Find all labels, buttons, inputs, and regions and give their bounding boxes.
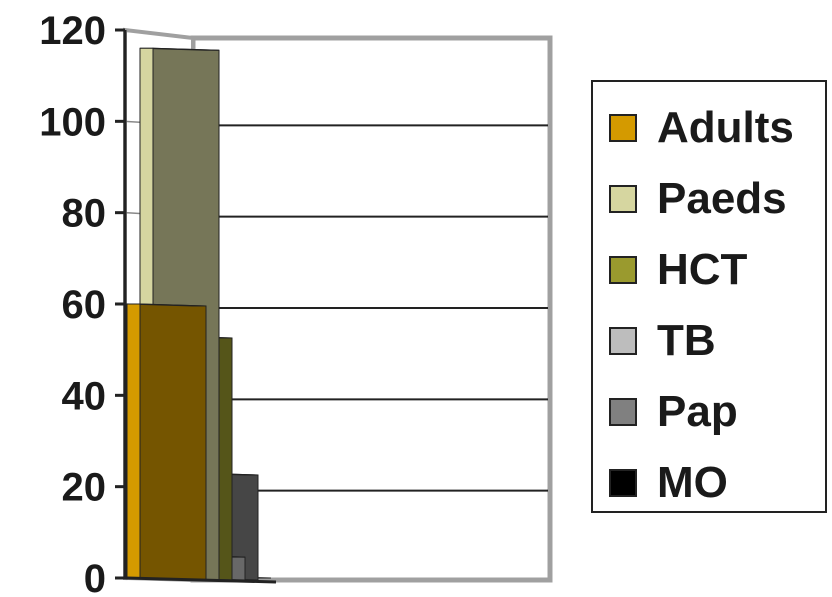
y-axis: 0 20 40 60 80 100 120	[39, 9, 127, 597]
y-tick-label: 100	[39, 100, 106, 144]
legend-item-hct: HCT	[609, 246, 747, 294]
bars	[126, 47, 272, 581]
y-tick-label: 60	[62, 283, 107, 327]
legend-label: Paeds	[657, 174, 787, 223]
legend-swatch	[609, 469, 637, 497]
floor-line	[124, 576, 277, 584]
legend-label: MO	[657, 458, 728, 507]
legend-label: Pap	[657, 387, 738, 436]
legend-swatch	[609, 327, 637, 355]
legend-swatch	[609, 185, 637, 213]
bar-adults	[126, 303, 207, 581]
y-tick-label: 40	[62, 374, 107, 418]
legend-swatch	[609, 256, 637, 284]
plot-floor	[124, 576, 277, 584]
legend-label: Adults	[657, 103, 794, 152]
legend-item-tb: TB	[609, 317, 716, 365]
legend-item-pap: Pap	[609, 388, 738, 436]
legend-item-mo: MO	[609, 459, 728, 507]
legend-label: TB	[657, 316, 716, 365]
y-tick-label: 0	[84, 557, 106, 597]
legend-swatch	[609, 114, 637, 142]
legend-swatch	[609, 398, 637, 426]
bar-adults-side	[139, 303, 207, 581]
legend: Adults Paeds HCT TB Pap MO	[591, 80, 827, 513]
legend-item-paeds: Paeds	[609, 175, 787, 223]
y-tick-label: 80	[62, 192, 107, 236]
bar-adults-front	[126, 303, 141, 579]
y-tick-label: 20	[62, 466, 107, 510]
legend-item-adults: Adults	[609, 104, 794, 152]
y-tick-label: 120	[39, 9, 106, 53]
legend-label: HCT	[657, 245, 748, 294]
